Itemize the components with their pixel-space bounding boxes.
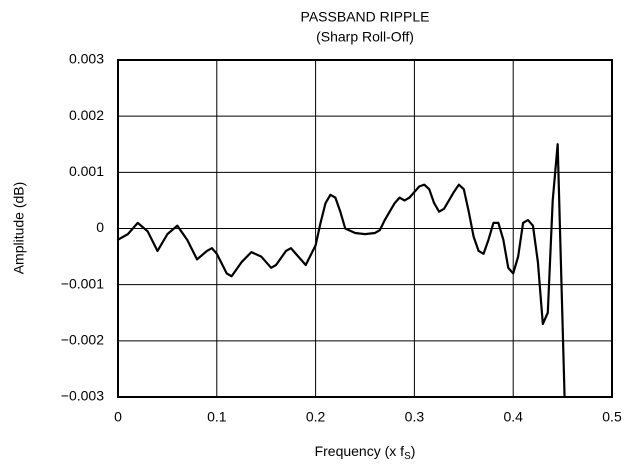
- x-tick-label: 0.5: [602, 409, 622, 425]
- x-tick-label: 0: [114, 409, 122, 425]
- plot-frame: [117, 59, 613, 398]
- x-axis-label: Frequency (x fS): [315, 443, 416, 462]
- x-tick-label: 0.3: [405, 409, 425, 425]
- y-axis-label: Amplitude (dB): [11, 182, 27, 275]
- x-tick-label: 0.4: [503, 409, 523, 425]
- chart-title: PASSBAND RIPPLE: [301, 9, 430, 25]
- y-tick-label: 0: [96, 219, 104, 235]
- chart-subtitle: (Sharp Roll-Off): [316, 29, 414, 45]
- y-tick-label: −0.001: [61, 275, 104, 291]
- y-tick-label: 0.002: [69, 107, 104, 123]
- y-tick-label: −0.003: [61, 388, 104, 404]
- x-tick-label: 0.2: [306, 409, 326, 425]
- x-tick-label: 0.1: [207, 409, 227, 425]
- y-tick-label: −0.002: [61, 332, 104, 348]
- data-line: [116, 143, 566, 399]
- y-tick-label: 0.003: [69, 51, 104, 67]
- y-tick-label: 0.001: [69, 163, 104, 179]
